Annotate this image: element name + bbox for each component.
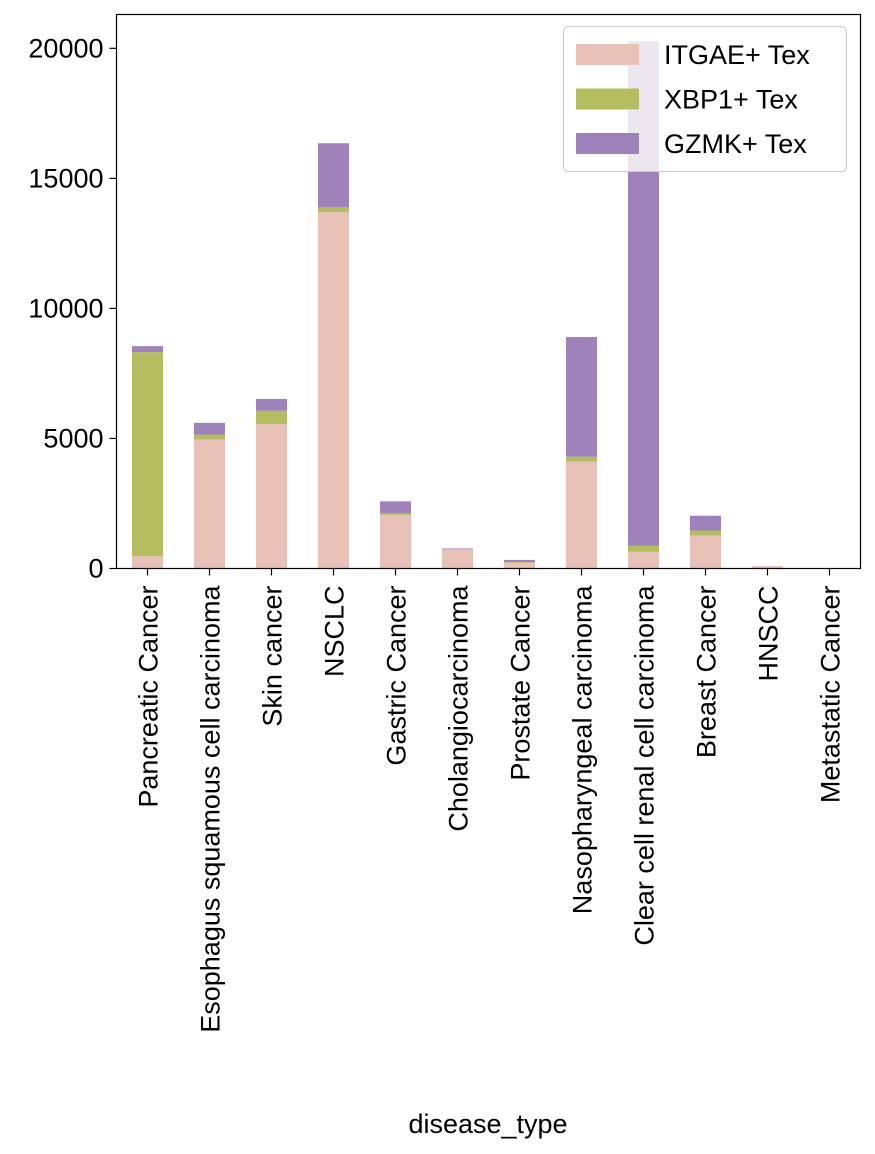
bar-segment-2: [318, 206, 349, 213]
bar-segment-3: [194, 422, 225, 435]
bar-segment-1: [504, 562, 535, 569]
bar-segment-3: [380, 501, 411, 514]
legend-swatch: [576, 88, 639, 110]
bar-segment-2: [566, 456, 597, 462]
bar-segment-2: [690, 530, 721, 536]
legend: ITGAE+ Tex XBP1+ Tex GZMK+ Tex: [563, 26, 847, 172]
y-tick-label: 0: [88, 554, 103, 584]
x-tick-label: Nasopharyngeal carcinoma: [568, 585, 598, 915]
bar-segment-3: [504, 559, 535, 562]
bar-segment-3: [442, 548, 473, 550]
x-axis-title: disease_type: [408, 1109, 567, 1139]
bar-segment-2: [442, 549, 473, 550]
legend-label: XBP1+ Tex: [664, 85, 798, 115]
bar-segment-1: [628, 551, 659, 569]
bars-layer: [132, 41, 783, 569]
y-axis: 0 5000 10000 15000 20000: [28, 33, 117, 584]
bar-segment-3: [132, 346, 163, 353]
bar-segment-1: [442, 549, 473, 569]
bar-segment-1: [194, 439, 225, 569]
legend-label: GZMK+ Tex: [664, 129, 807, 159]
y-tick-label: 5000: [43, 423, 103, 453]
bar-segment-2: [132, 352, 163, 557]
bar-segment-1: [318, 212, 349, 569]
x-tick-label: NSCLC: [320, 586, 350, 678]
bar-segment-3: [566, 337, 597, 457]
legend-swatch: [576, 44, 639, 65]
bar-segment-3: [318, 143, 349, 207]
x-tick-label: Esophagus squamous cell carcinoma: [196, 585, 226, 1033]
bar-segment-3: [690, 515, 721, 531]
bar-segment-1: [752, 566, 783, 569]
legend-swatch: [576, 133, 639, 154]
bar-segment-1: [690, 535, 721, 569]
bar-segment-1: [566, 461, 597, 569]
x-tick-label: Pancreatic Cancer: [134, 585, 164, 807]
x-axis: Pancreatic Cancer Esophagus squamous cell…: [134, 568, 846, 1033]
y-tick-label: 15000: [28, 163, 103, 193]
x-tick-label: Prostate Cancer: [506, 585, 536, 780]
plot-frame: [115, 13, 862, 570]
bar-segment-2: [504, 561, 535, 563]
x-tick-label: Cholangiocarcinoma: [444, 585, 474, 832]
bar-segment-1: [380, 515, 411, 569]
legend-label: ITGAE+ Tex: [664, 40, 810, 70]
bar-segment-2: [194, 434, 225, 440]
bar-segment-3: [256, 398, 287, 411]
bar-segment-1: [132, 556, 163, 569]
bar-segment-1: [256, 424, 287, 569]
x-tick-label: Metastatic Cancer: [816, 586, 846, 804]
y-tick-label: 10000: [28, 293, 103, 323]
bar-segment-2: [380, 513, 411, 516]
y-tick-label: 20000: [28, 33, 103, 63]
x-tick-label: Breast Cancer: [692, 585, 722, 758]
bar-segment-2: [628, 545, 659, 552]
x-tick-label: Clear cell renal cell carcinoma: [630, 585, 660, 946]
x-tick-label: Skin cancer: [258, 586, 288, 727]
x-tick-label: HNSCC: [754, 586, 784, 682]
x-tick-label: Gastric Cancer: [382, 586, 412, 766]
bar-segment-2: [256, 410, 287, 425]
